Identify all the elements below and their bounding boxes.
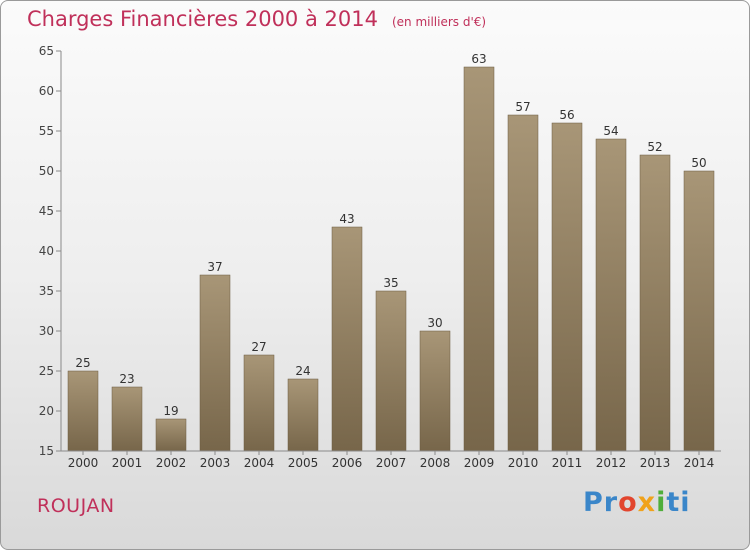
y-axis: 15 20 25 30 35 40 45 50 55 60 65 xyxy=(39,44,62,458)
bar-value-label: 52 xyxy=(647,140,662,154)
x-tick-label: 2009 xyxy=(464,456,495,470)
bar xyxy=(463,66,495,452)
bar xyxy=(155,418,187,452)
location-label: ROUJAN xyxy=(37,495,115,517)
y-tick-label: 65 xyxy=(39,44,54,58)
bar-value-label: 19 xyxy=(163,404,178,418)
logo-part: i xyxy=(656,487,667,518)
x-tick-label: 2012 xyxy=(596,456,627,470)
bar-value-label: 25 xyxy=(75,356,90,370)
x-tick-label: 2008 xyxy=(420,456,451,470)
x-tick-label: 2000 xyxy=(68,456,99,470)
bar xyxy=(683,170,715,452)
logo-part: o xyxy=(618,487,638,518)
chart-title: Charges Financières 2000 à 2014 xyxy=(27,7,378,31)
chart-title-block: Charges Financières 2000 à 2014 (en milli… xyxy=(27,7,486,31)
bar xyxy=(199,274,231,452)
bar-value-label: 43 xyxy=(339,212,354,226)
logo-part: Pr xyxy=(583,487,619,518)
x-tick-label: 2011 xyxy=(552,456,583,470)
proxiti-logo: Proxiti xyxy=(583,487,691,518)
y-tick-label: 55 xyxy=(39,124,54,138)
bar xyxy=(243,354,275,452)
x-tick-label: 2005 xyxy=(288,456,319,470)
x-tick-label: 2001 xyxy=(112,456,143,470)
bars: 25 23 19 37 27 24 43 35 30 63 57 56 54 52 50 xyxy=(67,52,715,452)
bar-value-label: 24 xyxy=(295,364,310,378)
y-tick-label: 35 xyxy=(39,284,54,298)
x-tick-label: 2014 xyxy=(684,456,715,470)
x-tick-label: 2010 xyxy=(508,456,539,470)
bar xyxy=(375,290,407,452)
bar xyxy=(595,138,627,452)
y-tick-label: 50 xyxy=(39,164,54,178)
logo-part: x xyxy=(637,487,657,518)
bar-value-label: 54 xyxy=(603,124,618,138)
bar-value-label: 63 xyxy=(471,52,486,66)
bar xyxy=(419,330,451,452)
x-tick-label: 2004 xyxy=(244,456,275,470)
x-tick-label: 2006 xyxy=(332,456,363,470)
bar xyxy=(639,154,671,452)
bar-value-label: 56 xyxy=(559,108,574,122)
bar xyxy=(331,226,363,452)
bar-value-label: 27 xyxy=(251,340,266,354)
x-tick-label: 2002 xyxy=(156,456,187,470)
y-tick-label: 40 xyxy=(39,244,54,258)
y-tick-label: 30 xyxy=(39,324,54,338)
y-tick-label: 45 xyxy=(39,204,54,218)
bar-value-label: 37 xyxy=(207,260,222,274)
y-tick-label: 25 xyxy=(39,364,54,378)
bar xyxy=(67,370,99,452)
x-axis: 2000 2001 2002 2003 2004 2005 2006 2007 2008 2009… xyxy=(61,450,721,470)
x-tick-label: 2013 xyxy=(640,456,671,470)
y-tick-label: 60 xyxy=(39,84,54,98)
bar xyxy=(111,386,143,452)
bar-value-label: 57 xyxy=(515,100,530,114)
bar-value-label: 23 xyxy=(119,372,134,386)
y-tick-label: 15 xyxy=(39,444,54,458)
bar xyxy=(551,122,583,452)
x-tick-label: 2003 xyxy=(200,456,231,470)
bar xyxy=(507,114,539,452)
bar-value-label: 35 xyxy=(383,276,398,290)
chart-subtitle: (en milliers d'€) xyxy=(391,15,487,29)
logo-part: ti xyxy=(666,487,691,518)
bar-value-label: 30 xyxy=(427,316,442,330)
x-tick-label: 2007 xyxy=(376,456,407,470)
bar-value-label: 50 xyxy=(691,156,706,170)
bar xyxy=(287,378,319,452)
y-tick-label: 20 xyxy=(39,404,54,418)
